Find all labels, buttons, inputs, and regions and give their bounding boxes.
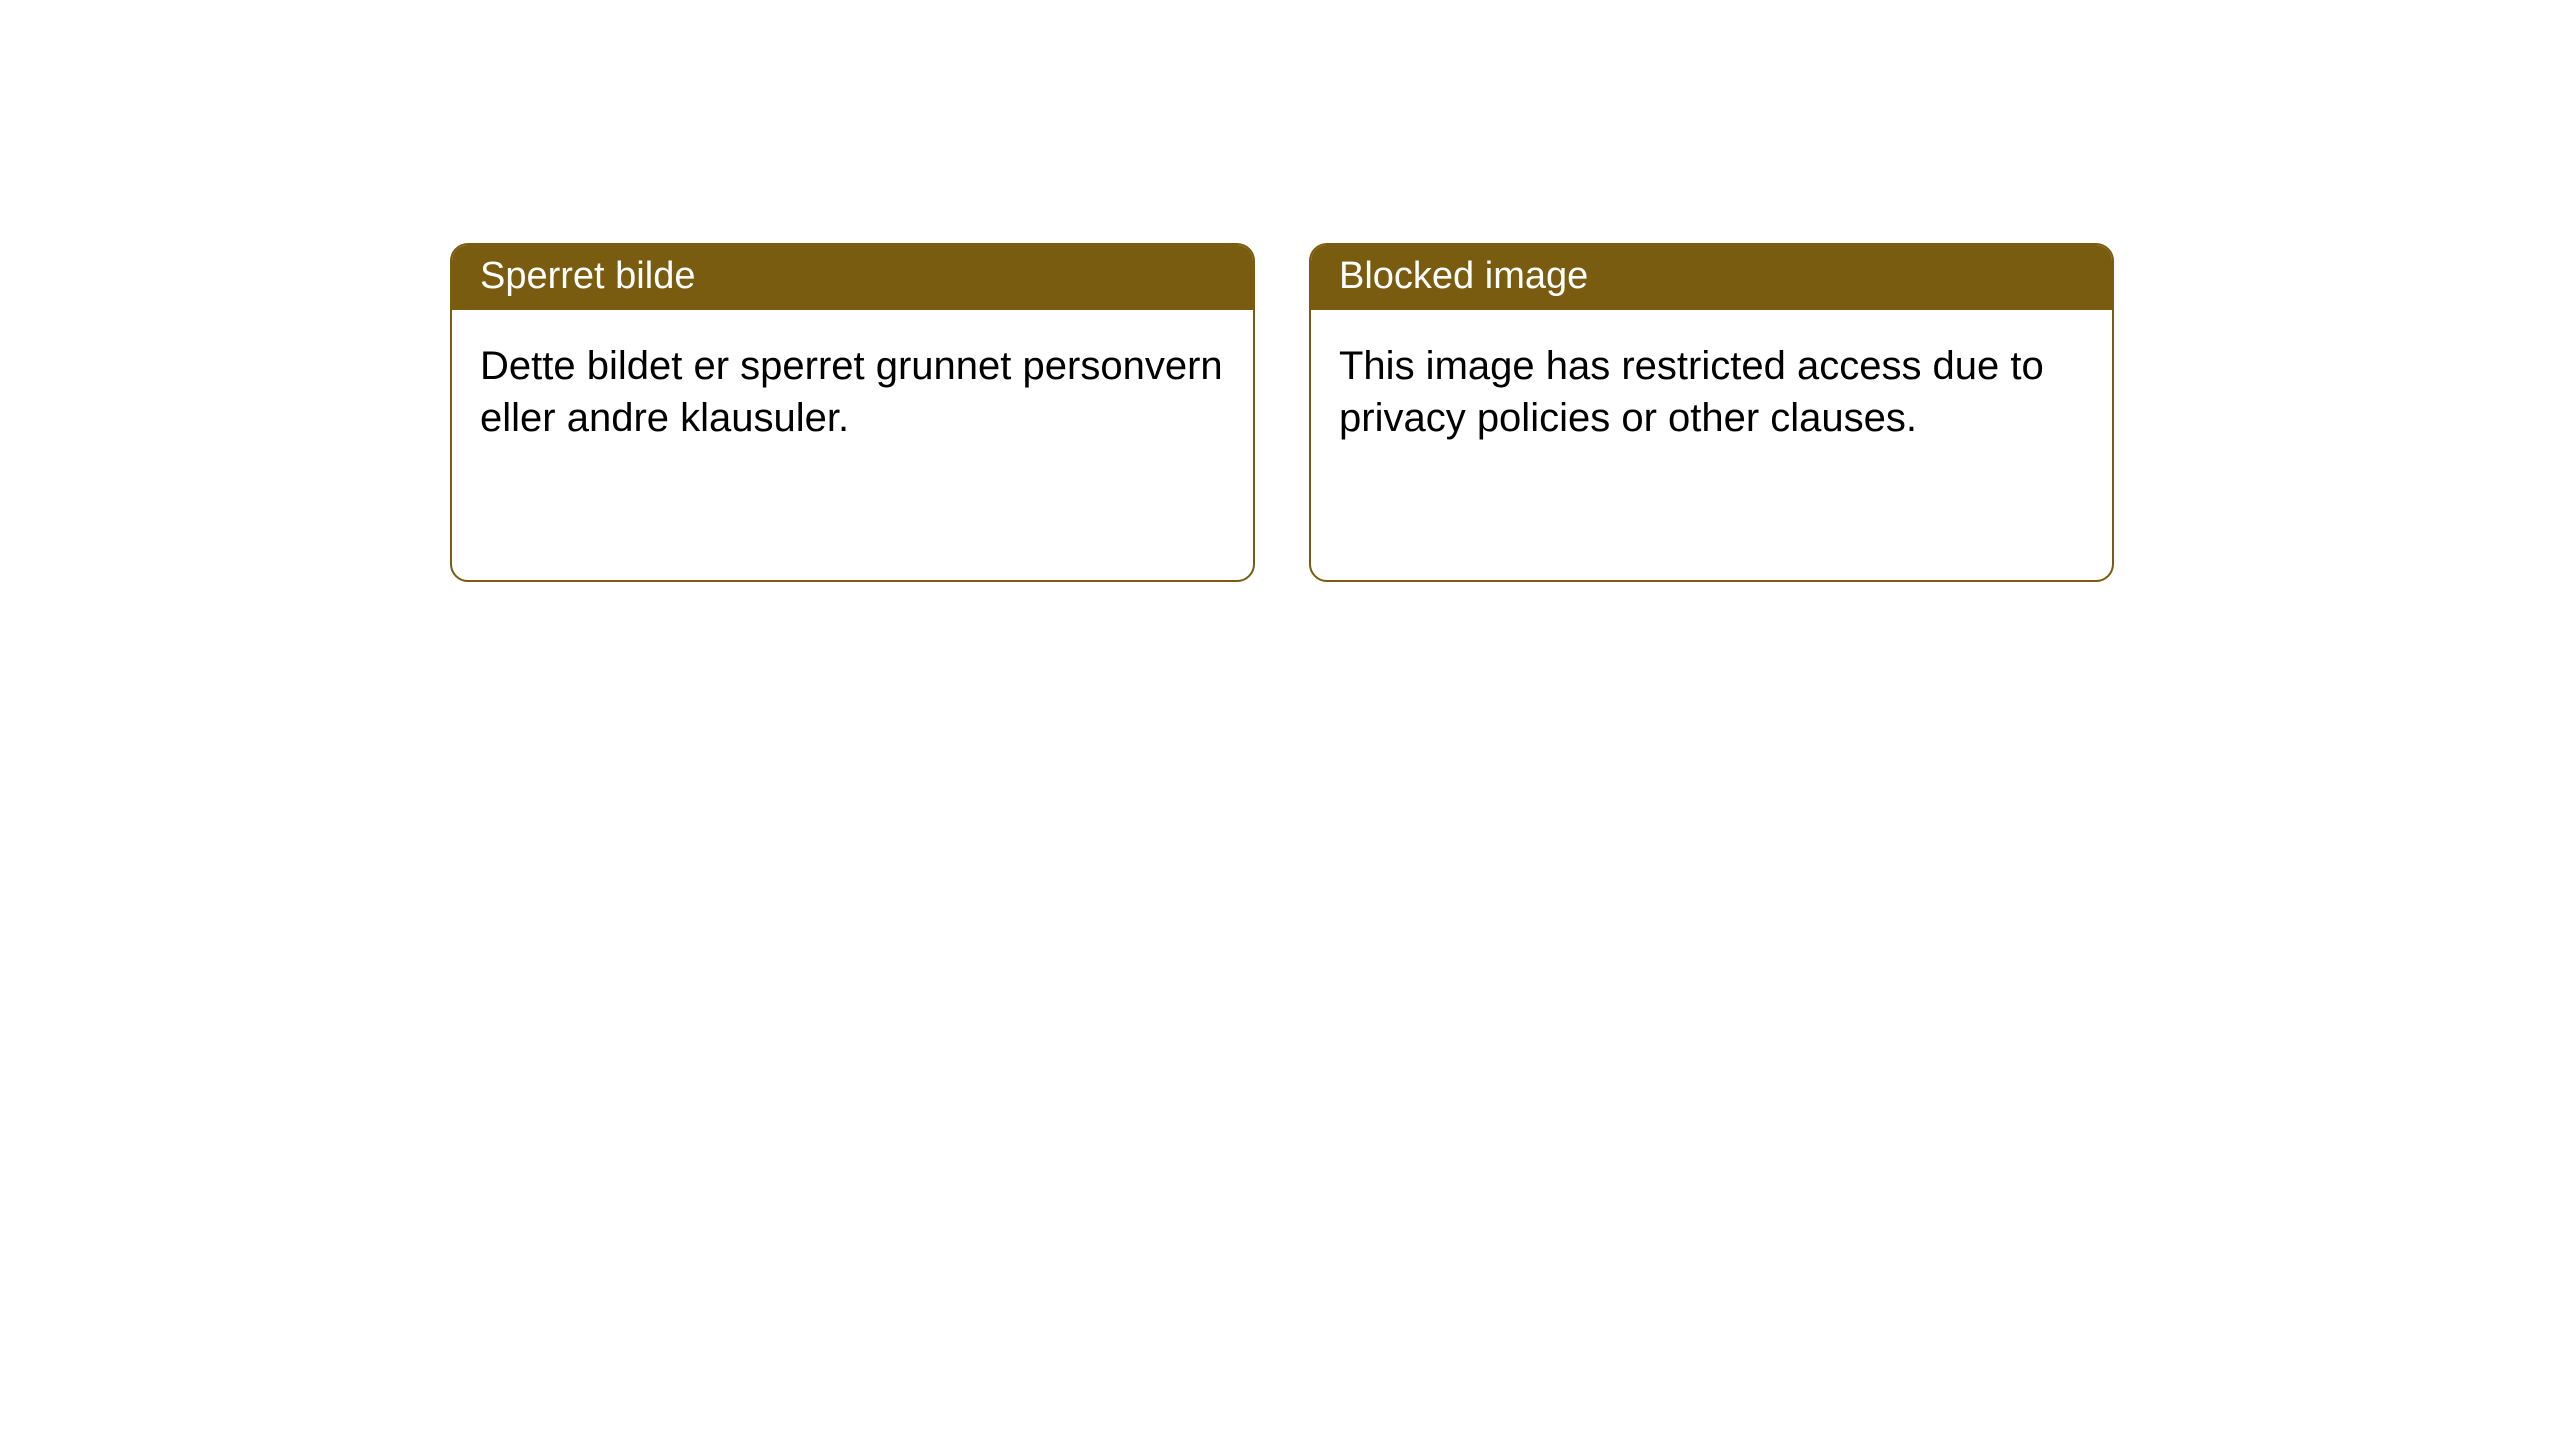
notice-header-english: Blocked image: [1311, 245, 2112, 310]
notice-card-english: Blocked image This image has restricted …: [1309, 243, 2114, 582]
notice-card-norwegian: Sperret bilde Dette bildet er sperret gr…: [450, 243, 1255, 582]
notice-body-norwegian: Dette bildet er sperret grunnet personve…: [452, 310, 1253, 580]
notice-container: Sperret bilde Dette bildet er sperret gr…: [0, 0, 2560, 582]
notice-body-english: This image has restricted access due to …: [1311, 310, 2112, 580]
notice-header-norwegian: Sperret bilde: [452, 245, 1253, 310]
